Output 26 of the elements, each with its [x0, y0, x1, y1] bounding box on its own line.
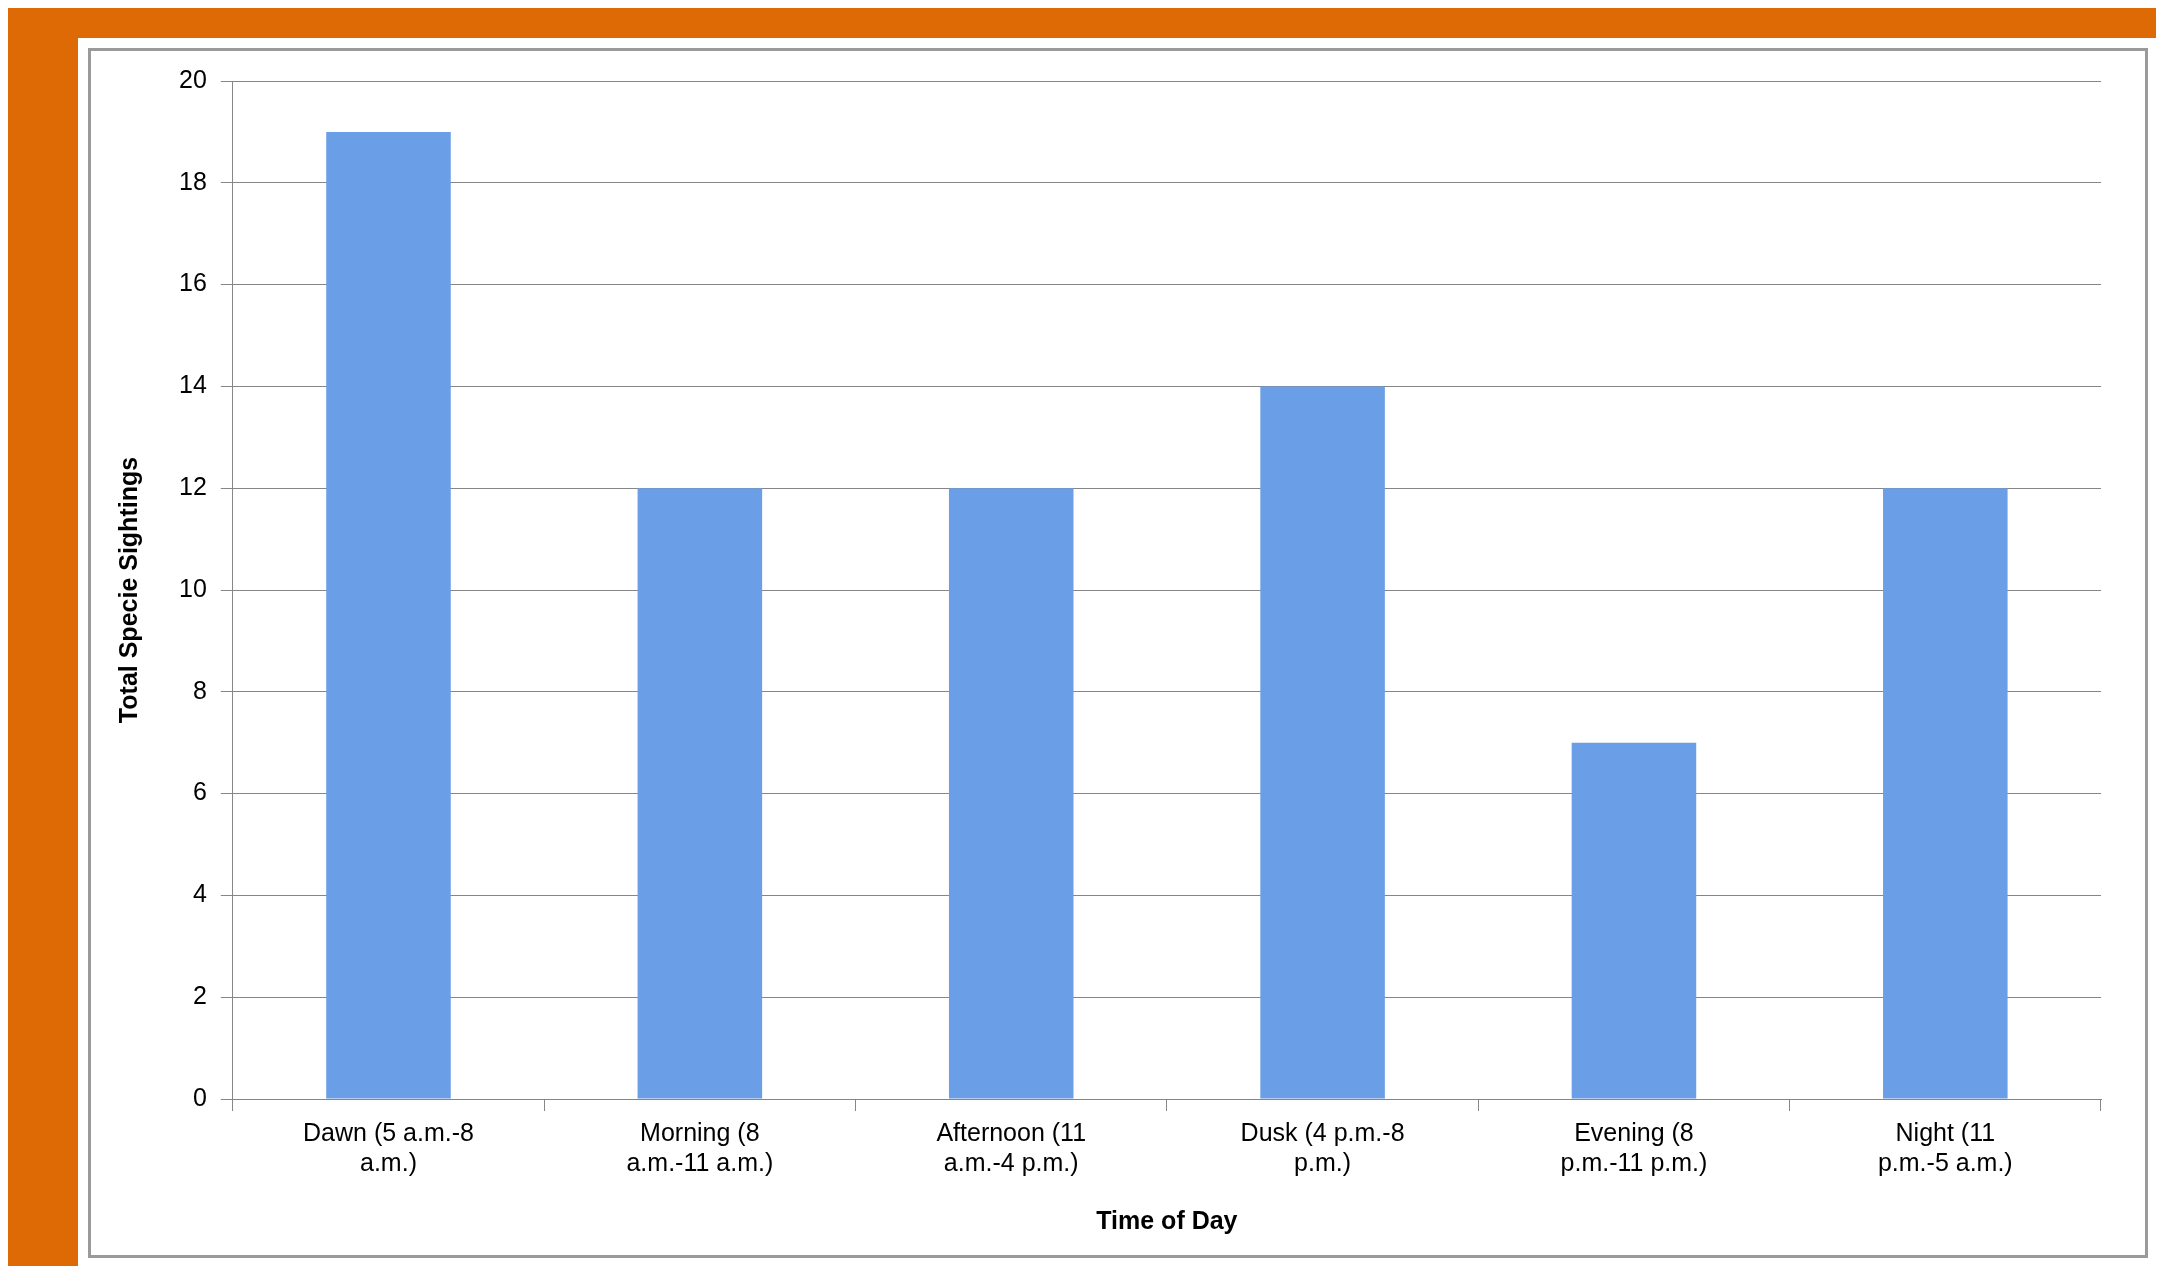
x-tick-label: Dawn (5 a.m.-8 a.m.)	[303, 1117, 474, 1176]
x-axis-title: Time of Day	[1096, 1205, 1238, 1234]
y-tick-label: 10	[179, 573, 207, 602]
x-tick-label: Evening (8 p.m.-11 p.m.)	[1560, 1117, 1708, 1176]
x-tick-label: Afternoon (11 a.m.-4 p.m.)	[936, 1117, 1087, 1176]
y-tick-label: 0	[192, 1082, 207, 1111]
y-tick-label: 2	[192, 981, 207, 1010]
page-frame: Time of Day Total Specie Sightings Dawn (5 a.m.-8 a.m.) Morning (8 a.m.-11 a.m.) Afternoon (11 a.m.-4 p.m.) Dusk (4 p.m.-8 p.m.) Evening (8 p.m.-11 p.m.) Night (11 p.m.-5 a.m.) 0 2 4 6 8 10 12 14 16 18 20	[8, 8, 2156, 1266]
x-tick-label: Night (11 p.m.-5 a.m.)	[1877, 1117, 2013, 1176]
x-tick-label: Dusk (4 p.m.-8 p.m.)	[1240, 1117, 1405, 1176]
y-tick-label: 18	[179, 166, 207, 195]
bar	[1883, 488, 2008, 1099]
bar	[326, 131, 451, 1099]
y-tick-label: 12	[179, 472, 207, 501]
bar	[1260, 386, 1385, 1099]
bar	[1571, 742, 1697, 1099]
y-axis-title: Total Specie Sightings	[113, 456, 142, 724]
y-tick-label: 20	[179, 64, 207, 93]
y-tick-label: 16	[179, 268, 207, 297]
y-tick-label: 14	[179, 370, 207, 399]
y-tick-label: 4	[192, 879, 207, 908]
y-tick-label: 6	[192, 777, 207, 806]
x-tick-label: Morning (8 a.m.-11 a.m.)	[626, 1117, 774, 1176]
bar	[637, 488, 763, 1099]
bar	[948, 488, 1074, 1099]
y-tick-label: 8	[192, 675, 207, 704]
